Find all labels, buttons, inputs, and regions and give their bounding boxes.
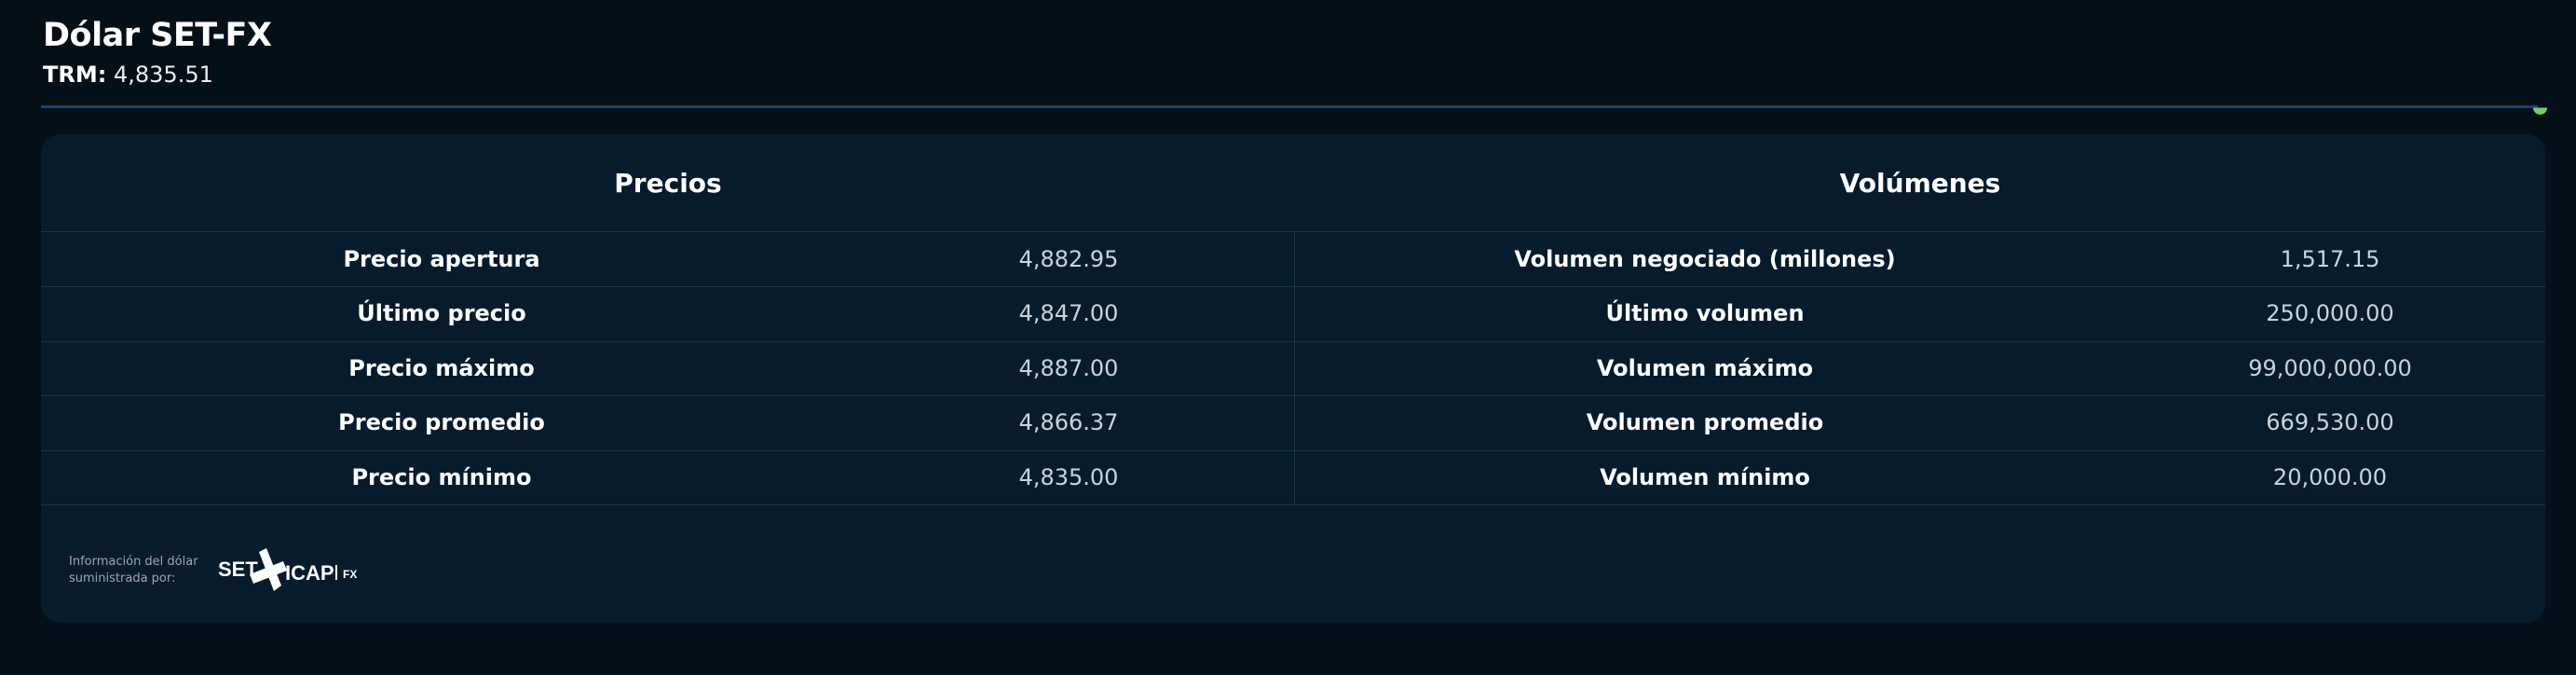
market-data-card: Precios Volúmenes Precio apertura 4,882.… xyxy=(41,134,2545,623)
precios-row-label: Precio mínimo xyxy=(351,463,532,490)
precios-row-value: 4,887.00 xyxy=(1018,354,1119,381)
volumenes-row: Volumen máximo 99,000,000.00 xyxy=(1295,341,2545,395)
precios-row-value: 4,866.37 xyxy=(1018,409,1119,436)
column-divider xyxy=(1294,232,1295,504)
page-title: Dólar SET-FX xyxy=(43,17,272,54)
row-border xyxy=(41,450,2545,451)
precios-row: Precio apertura 4,882.95 xyxy=(41,232,1295,286)
svg-text:FX: FX xyxy=(343,568,357,581)
header-divider xyxy=(41,105,2538,108)
precios-row: Precio máximo 4,887.00 xyxy=(41,341,1295,395)
provider-caption-line2: suministrada por: xyxy=(69,572,176,585)
trm-readout: TRM: 4,835.51 xyxy=(43,62,213,88)
volumenes-row: Volumen promedio 669,530.00 xyxy=(1295,395,2545,449)
provider-caption-line1: Información del dólar xyxy=(69,555,198,569)
volumenes-row-label: Volumen máximo xyxy=(1596,354,1814,381)
precios-heading: Precios xyxy=(614,167,722,199)
row-border xyxy=(41,395,2545,396)
volumenes-row-label: Volumen promedio xyxy=(1586,409,1824,436)
precios-row-label: Precio máximo xyxy=(348,354,535,381)
volumenes-row: Último volumen 250,000.00 xyxy=(1295,286,2545,340)
volumenes-row: Volumen mínimo 20,000.00 xyxy=(1295,450,2545,504)
live-status-indicator xyxy=(2533,107,2547,115)
precios-row-value: 4,835.00 xyxy=(1018,463,1119,490)
volumenes-row-value: 99,000,000.00 xyxy=(2248,354,2412,381)
row-border xyxy=(41,341,2545,342)
volumenes-row: Volumen negociado (millones) 1,517.15 xyxy=(1295,232,2545,286)
volumenes-row-value: 20,000.00 xyxy=(2272,463,2388,490)
volumenes-row-label: Último volumen xyxy=(1605,300,1805,327)
row-border xyxy=(41,504,2545,505)
precios-row-value: 4,847.00 xyxy=(1018,300,1119,327)
volumenes-row-value: 669,530.00 xyxy=(2266,409,2394,436)
precios-row-label: Último precio xyxy=(357,300,526,327)
header-row-border xyxy=(41,231,2545,232)
volumenes-row-value: 1,517.15 xyxy=(2280,246,2380,272)
row-border xyxy=(41,286,2545,287)
svg-text:ICAP: ICAP xyxy=(285,561,334,585)
volumenes-row-value: 250,000.00 xyxy=(2266,300,2394,327)
volumenes-row-label: Volumen negociado (millones) xyxy=(1514,246,1896,272)
trm-label: TRM: xyxy=(43,62,107,88)
precios-row-value: 4,882.95 xyxy=(1018,246,1119,272)
set-icap-fx-logo: SET ICAP FX xyxy=(218,548,357,591)
precios-row: Último precio 4,847.00 xyxy=(41,286,1295,340)
provider-caption: Información del dólar suministrada por: xyxy=(69,554,198,587)
precios-row-label: Precio apertura xyxy=(343,246,540,272)
precios-row-label: Precio promedio xyxy=(338,409,545,436)
precios-row: Precio mínimo 4,835.00 xyxy=(41,450,1295,504)
precios-row: Precio promedio 4,866.37 xyxy=(41,395,1295,449)
trm-value: 4,835.51 xyxy=(113,62,213,88)
volumenes-heading: Volúmenes xyxy=(1839,167,2001,199)
volumenes-row-label: Volumen mínimo xyxy=(1600,463,1810,490)
